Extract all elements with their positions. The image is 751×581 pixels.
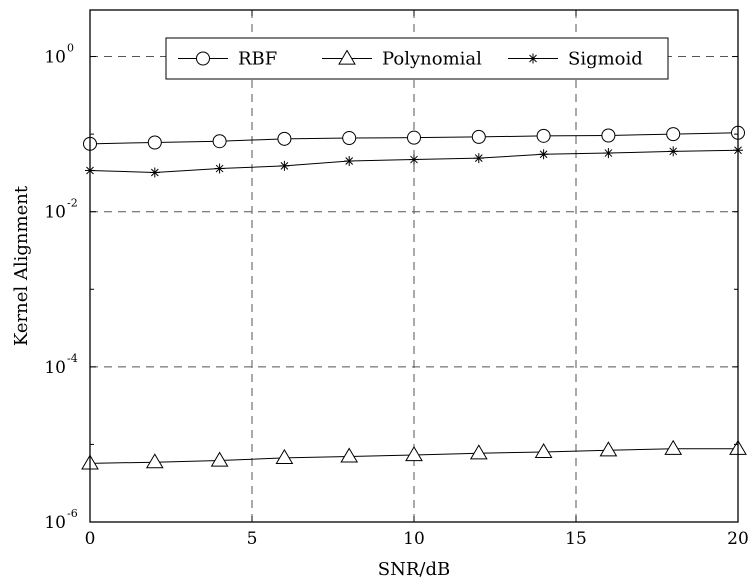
data-point-sigmoid <box>473 153 484 164</box>
legend-marker-rbf <box>196 51 210 66</box>
data-point-polynomial <box>340 447 359 463</box>
data-point-sigmoid <box>668 146 679 157</box>
data-point-sigmoid <box>344 156 355 167</box>
data-point-polynomial <box>405 446 423 462</box>
legend-marker-sigmoid <box>528 53 538 64</box>
y-tick-label: 10 <box>44 203 66 223</box>
legend-label-polynomial: Polynomial <box>382 49 482 70</box>
x-tick-label: 0 <box>85 529 96 549</box>
x-axis-ticks: 0 5 10 15 20 <box>85 10 749 549</box>
x-tick-label: 20 <box>727 529 749 549</box>
data-point-polynomial <box>534 442 553 459</box>
data-point-sigmoid <box>149 167 160 178</box>
y-tick-label: 10 <box>44 513 66 533</box>
y-tick-label: 10 <box>44 358 66 378</box>
x-tick-label: 10 <box>403 529 425 549</box>
data-point-sigmoid <box>279 160 290 171</box>
data-point-rbf <box>277 131 292 146</box>
data-point-sigmoid <box>603 148 614 159</box>
legend: RBF Polynomial Sigmoid <box>165 37 669 80</box>
y-tick-exponent: -6 <box>67 507 78 520</box>
data-point-rbf <box>601 128 616 143</box>
y-axis-title: Kernel Alignment <box>11 185 32 346</box>
data-point-polynomial <box>599 441 618 457</box>
data-point-polynomial <box>210 451 229 467</box>
data-point-rbf <box>471 129 486 144</box>
legend-box <box>165 37 669 80</box>
data-point-rbf <box>342 131 357 146</box>
legend-label-rbf: RBF <box>238 49 277 70</box>
series-sigmoid <box>85 145 743 178</box>
data-point-sigmoid <box>409 154 419 165</box>
x-tick-label: 5 <box>247 529 258 549</box>
data-point-rbf <box>212 134 227 149</box>
data-point-rbf <box>666 127 681 142</box>
data-point-polynomial <box>145 453 164 469</box>
data-point-rbf <box>536 128 551 143</box>
data-point-sigmoid <box>214 163 225 174</box>
data-point-rbf <box>147 135 162 150</box>
x-tick-label: 15 <box>565 529 587 549</box>
y-tick-label: 10 <box>44 48 66 68</box>
grid-lines <box>90 10 738 522</box>
legend-label-sigmoid: Sigmoid <box>568 49 643 70</box>
y-tick-exponent: -4 <box>67 352 78 365</box>
x-axis-title: SNR/dB <box>378 559 450 580</box>
y-tick-exponent: -2 <box>67 197 78 210</box>
y-tick-exponent: 0 <box>67 42 74 55</box>
data-point-sigmoid <box>538 149 549 160</box>
data-point-polynomial <box>664 439 683 455</box>
data-point-polynomial <box>275 448 294 465</box>
data-point-polynomial <box>469 444 488 460</box>
legend-marker-polynomial <box>338 49 356 65</box>
data-point-rbf <box>407 130 421 145</box>
